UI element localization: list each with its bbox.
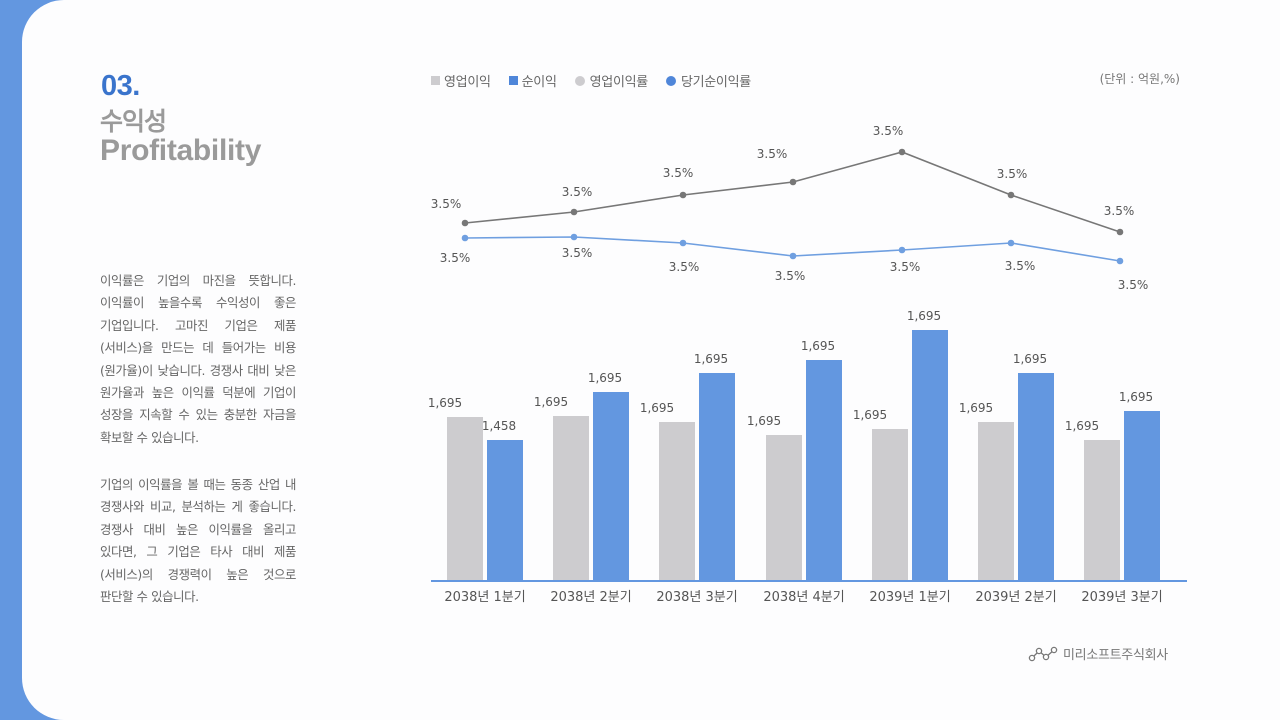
x-axis-tick-label: 2039년 2분기 [975,590,1056,605]
legend-item-net-margin: 당기순이익률 [665,71,751,90]
description-paragraph-1: 이익률은 기업의 마진을 뜻합니다. 이익률이 높을수록 수익성이 좋은 기업입… [100,273,296,445]
line-marker [461,234,469,242]
line-value-label: 3.5% [1104,204,1135,218]
line-marker [898,148,906,156]
bar-net-profit [593,392,629,580]
line-marker [789,178,797,186]
bar-operating-profit [766,435,802,580]
line-value-label: 3.5% [890,260,921,274]
bar-value-label: 1,695 [801,339,835,353]
line-value-label: 3.5% [431,197,462,211]
legend-label: 당기순이익률 [680,75,751,90]
line-marker [1007,191,1015,199]
x-axis-tick-label: 2039년 3분기 [1081,590,1162,605]
legend-item-net-profit: 순이익 [508,71,557,90]
line-marker [679,239,687,247]
line-marker [1007,239,1015,247]
legend-label: 영업이익률 [589,75,649,90]
x-axis-tick-label: 2038년 3분기 [656,590,737,605]
bar-value-label: 1,695 [959,401,993,415]
company-name: 미리소프트주식회사 [1063,648,1168,663]
bar-net-profit [806,360,842,580]
x-axis-tick-label: 2038년 2분기 [550,590,631,605]
description-paragraph-2: 기업의 이익률을 볼 때는 동종 산업 내 경쟁사와 비교, 분석하는 게 좋습… [100,477,296,605]
line-marker [461,219,469,227]
bar-value-label: 1,695 [1065,419,1099,433]
bar-operating-profit [872,429,908,580]
line-marker [570,208,578,216]
legend-circle-swatch-icon [665,75,676,86]
line-value-label: 3.5% [757,147,788,161]
bar-net-profit [912,330,948,580]
bar-operating-profit [553,416,589,580]
line-value-label: 3.5% [997,167,1028,181]
x-axis-tick-label: 2039년 1분기 [869,590,950,605]
line-value-label: 3.5% [1118,278,1149,292]
bar-value-label: 1,695 [534,395,568,409]
bar-net-profit [487,440,523,580]
section-number: 03. [101,70,140,102]
company-footer: 미리소프트주식회사 [1028,644,1168,663]
legend-circle-swatch-icon [574,75,585,86]
bar-value-label: 1,695 [588,371,622,385]
line-value-label: 3.5% [663,166,694,180]
legend-item-operating-margin: 영업이익률 [574,71,649,90]
bar-value-label: 1,695 [1013,352,1047,366]
line-marker [1116,257,1124,265]
line-nodes-icon [1028,646,1058,661]
line-marker [679,191,687,199]
bar-net-profit [699,373,735,580]
bar-value-label: 1,695 [747,414,781,428]
line-value-label: 3.5% [562,185,593,199]
bar-value-label: 1,695 [694,352,728,366]
legend-square-swatch-icon [508,76,518,85]
bar-value-label: 1,695 [1119,390,1153,404]
bar-value-label: 1,695 [853,408,887,422]
section-title-korean: 수익성 [100,107,167,136]
line-marker [1116,228,1124,236]
legend-square-swatch-icon [431,76,440,85]
line-marker [789,252,797,260]
line-value-label: 3.5% [562,246,593,260]
chart-legend: 영업이익 순이익 영업이익률 당기순이익률 [431,71,769,90]
line-marker [570,233,578,241]
legend-label: 영업이익 [444,75,491,90]
bar-net-profit [1018,373,1054,580]
section-title-english: Profitability [100,134,262,167]
bar-net-profit [1124,411,1160,580]
x-axis-tick-label: 2038년 4분기 [763,590,844,605]
slide-panel [22,0,1280,720]
bar-operating-profit [1084,440,1120,580]
bar-operating-profit [978,422,1014,580]
bar-operating-profit [659,422,695,580]
line-value-label: 3.5% [775,269,806,283]
line-value-label: 3.5% [669,260,700,274]
bar-operating-profit [447,417,483,580]
line-value-label: 3.5% [440,251,471,265]
legend-item-operating-profit: 영업이익 [431,71,491,90]
bar-value-label: 1,458 [482,419,516,433]
unit-label: (단위 : 억원,%) [1099,72,1180,86]
x-axis-tick-label: 2038년 1분기 [444,590,525,605]
legend-label: 순이익 [521,75,557,90]
line-value-label: 3.5% [873,124,904,138]
line-marker [898,246,906,254]
line-value-label: 3.5% [1005,259,1036,273]
bar-value-label: 1,695 [640,401,674,415]
bar-value-label: 1,695 [907,309,941,323]
bar-value-label: 1,695 [428,396,462,410]
